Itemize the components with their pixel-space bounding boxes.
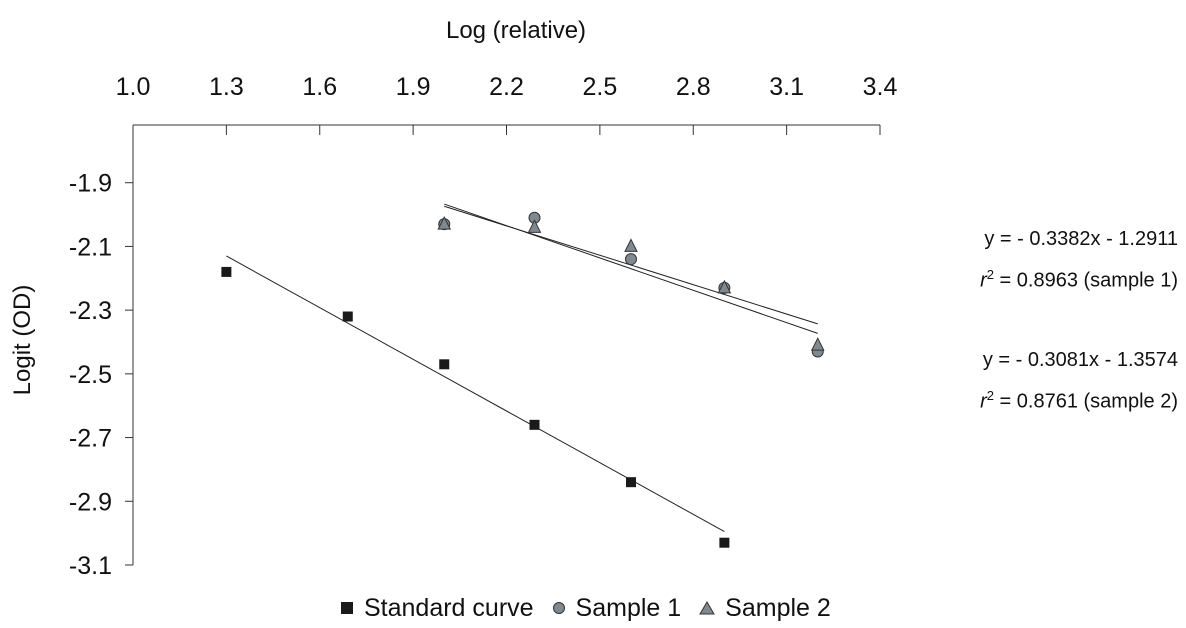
y-tick-label: -3.1 <box>69 552 112 580</box>
y-tick-label: -2.7 <box>69 425 112 453</box>
point-standard-curve <box>529 419 540 430</box>
y-tick-label: -2.5 <box>69 361 112 389</box>
regression-annotation-sample-2: y = - 0.3081x - 1.3574 r2 = 0.8761 (samp… <box>980 342 1178 420</box>
point-standard-curve <box>626 477 636 488</box>
triangle-marker-icon <box>699 601 716 615</box>
chart-legend: Standard curve Sample 1 Sample 2 <box>340 593 849 623</box>
square-marker-icon <box>341 602 353 614</box>
x-tick-label: 1.0 <box>116 73 151 101</box>
point-sample-2 <box>810 337 825 351</box>
x-tick-label: 1.9 <box>396 73 431 101</box>
y-axis-title: Logit (OD) <box>9 285 36 396</box>
equation-sample-1: y = - 0.3382x - 1.2911 <box>984 228 1178 250</box>
point-sample-2 <box>717 279 732 294</box>
legend-item-standard-curve: Standard curve <box>340 594 534 623</box>
legend-item-sample-2: Sample 2 <box>699 594 831 623</box>
x-tick-label: 3.1 <box>769 73 804 101</box>
point-standard-curve <box>342 311 353 322</box>
circle-marker-icon <box>552 602 565 614</box>
r-squared-sample-2: r2 = 0.8761 (sample 2) <box>980 388 1178 413</box>
legend-label-sample-1: Sample 1 <box>575 593 682 622</box>
legend-label-standard-curve: Standard curve <box>364 593 534 622</box>
legend-item-sample-1: Sample 1 <box>552 593 682 623</box>
y-tick-label: -2.9 <box>69 488 112 516</box>
point-sample-1 <box>625 253 637 266</box>
point-sample-2 <box>437 216 452 230</box>
y-tick-label: -2.3 <box>69 297 112 325</box>
x-tick-label: 2.2 <box>489 73 524 101</box>
point-standard-curve <box>439 359 450 370</box>
r-squared-sample-1: r2 = 0.8963 (sample 1) <box>980 267 1178 292</box>
point-sample-2 <box>624 238 638 252</box>
point-sample-2 <box>527 219 542 233</box>
y-tick-label: -2.1 <box>69 233 112 261</box>
equation-sample-2: y = - 0.3081x - 1.3574 <box>982 349 1178 371</box>
point-standard-curve <box>221 266 232 277</box>
trendline-series-1 <box>226 255 725 532</box>
legend-label-sample-2: Sample 2 <box>725 593 831 622</box>
x-tick-label: 2.8 <box>676 73 711 101</box>
x-tick-label: 1.6 <box>302 73 337 101</box>
x-tick-label: 2.5 <box>582 73 617 101</box>
point-standard-curve <box>719 537 730 548</box>
x-axis-title: Log (relative) <box>446 17 586 44</box>
regression-annotation-sample-1: y = - 0.3382x - 1.2911 r2 = 0.8963 (samp… <box>980 221 1178 299</box>
y-tick-label: -1.9 <box>69 170 112 198</box>
x-tick-label: 1.3 <box>209 73 244 101</box>
x-tick-label: 3.4 <box>863 73 898 101</box>
